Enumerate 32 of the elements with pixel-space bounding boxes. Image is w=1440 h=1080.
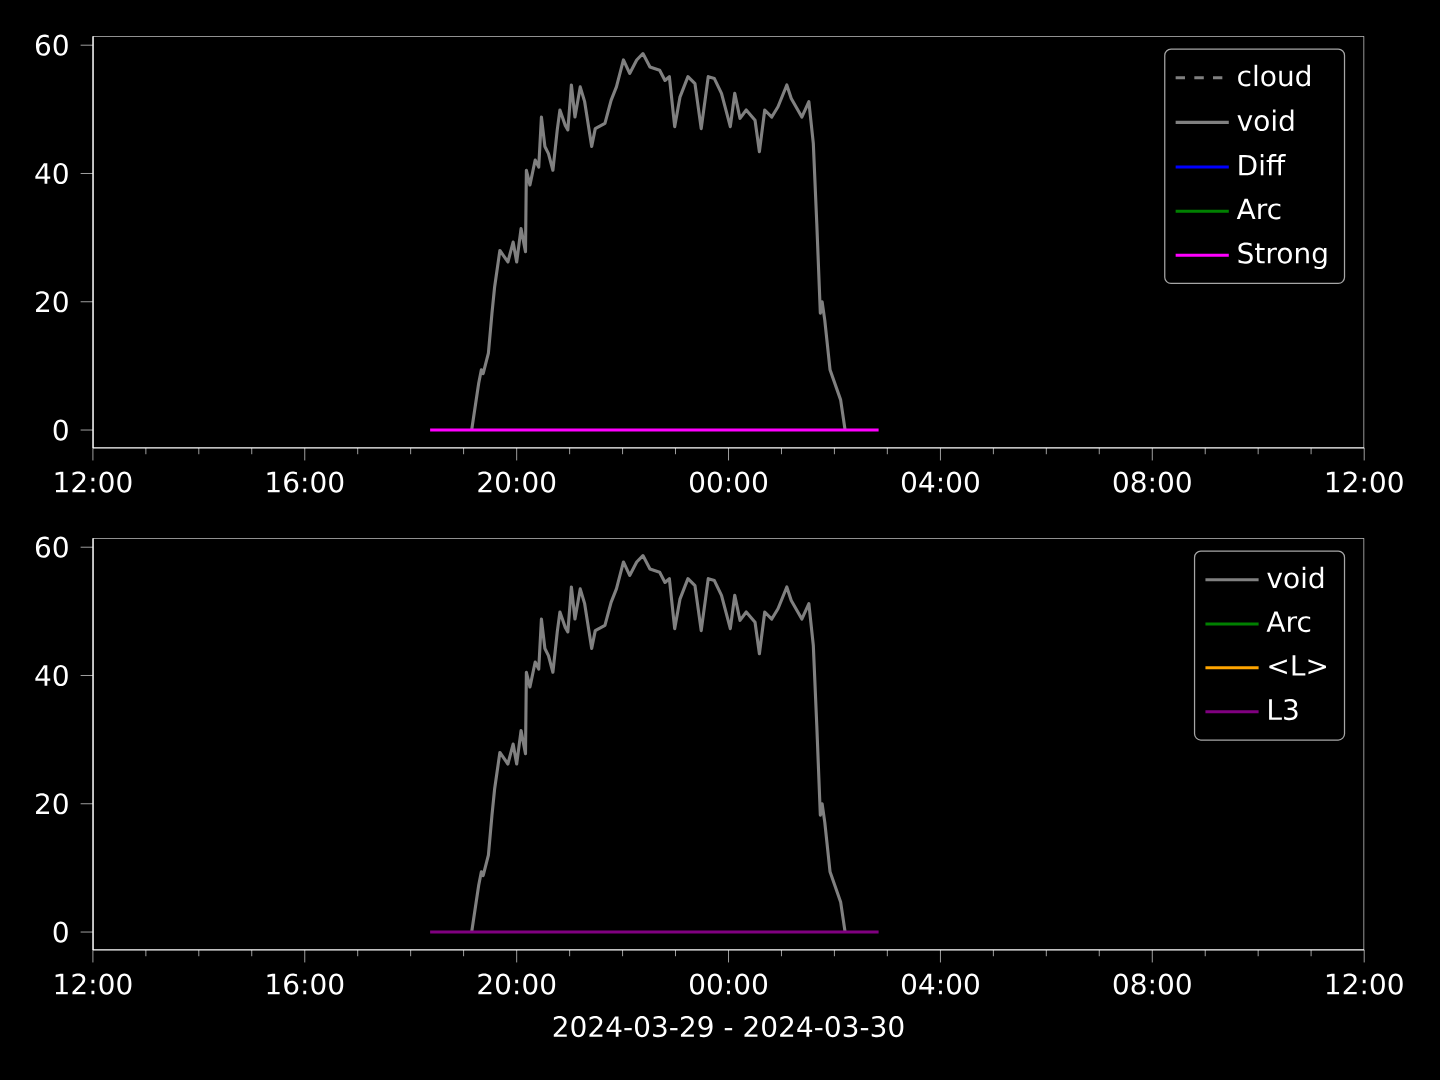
y-tick-label: 0 (53, 921, 68, 943)
x-tick-label: 20:00 (478, 471, 556, 493)
y-tick-label: 20 (36, 291, 68, 313)
x-tick-label: 12:00 (55, 973, 132, 995)
x-tick-label: 04:00 (901, 973, 979, 995)
legend-label: <L> (1269, 655, 1326, 676)
legend-label: void (1267, 566, 1324, 589)
x-tick-label: 12:00 (1326, 471, 1403, 493)
x-axis-title: 2024-03-29 - 2024-03-30 (553, 1016, 904, 1038)
legend-label: L3 (1269, 698, 1298, 721)
x-tick-label: 16:00 (267, 471, 344, 493)
x-tick-label: 20:00 (478, 973, 556, 995)
legend-label: Strong (1238, 242, 1327, 270)
x-tick-label: 08:00 (1113, 471, 1191, 493)
legend-label: void (1237, 109, 1294, 132)
y-tick-label: 40 (35, 664, 68, 687)
y-tick-label: 0 (53, 419, 68, 441)
y-tick-label: 20 (36, 793, 68, 815)
y-tick-label: 60 (35, 34, 68, 56)
legend-label: cloud (1238, 64, 1310, 87)
y-tick-label: 60 (35, 536, 68, 558)
x-tick-label: 12:00 (1326, 973, 1403, 995)
x-tick-label: 00:00 (690, 973, 768, 995)
x-tick-label: 04:00 (901, 471, 979, 493)
x-tick-label: 00:00 (690, 471, 768, 493)
x-tick-label: 12:00 (55, 471, 132, 493)
x-tick-label: 08:00 (1113, 973, 1191, 995)
y-tick-label: 40 (35, 162, 68, 185)
x-tick-label: 16:00 (267, 973, 344, 995)
legend-label: Arc (1266, 611, 1311, 633)
legend-label: Arc (1236, 198, 1281, 220)
legend-label: Diff (1239, 154, 1286, 176)
